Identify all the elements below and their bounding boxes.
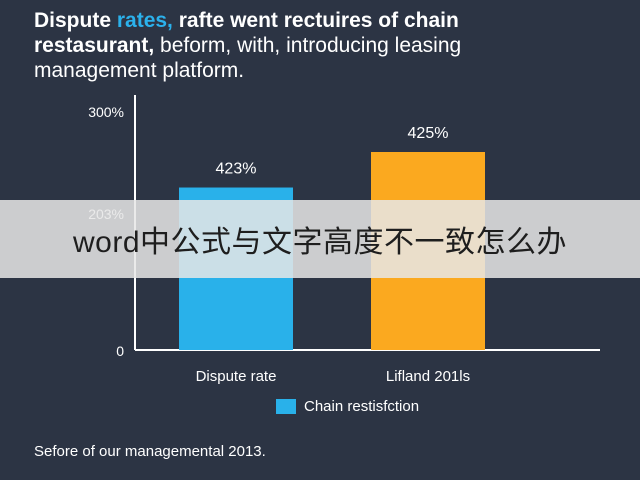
legend-swatch (276, 399, 296, 414)
x-tick-label-1: Dispute rate (196, 368, 277, 385)
footnote: Sefore of our managemental 2013. (34, 443, 266, 460)
legend-label: Chain restisfction (304, 398, 420, 415)
data-label-1: 423% (216, 161, 257, 178)
legend: Chain restisfction (276, 398, 419, 415)
title-line-1-part-2: rafte went rectuires of chain (172, 9, 459, 32)
title-line-2: restasurant, beform, with, introducing l… (34, 33, 624, 58)
chart-title: Dispute rates, rafte went rectuires of c… (34, 8, 624, 83)
y-tick-label: 300% (88, 104, 124, 120)
title-line-1-part-1: Dispute (34, 9, 117, 32)
title-line-3: management platform. (34, 59, 245, 82)
title-line-2-bold: restasurant, (34, 34, 155, 57)
overlay-banner: word中公式与文字高度不一致怎么办 (0, 200, 640, 278)
title-line-2-rest: beform, with, introducing leasing (154, 34, 462, 57)
title-line-1: Dispute rates, rafte went rectuires of c… (34, 8, 624, 33)
data-label-2: 425% (408, 125, 449, 142)
overlay-banner-text: word中公式与文字高度不一致怎么办 (72, 226, 568, 259)
x-tick-label-2: Lifland 201ls (386, 368, 470, 385)
y-tick-label: 0 (116, 343, 124, 359)
title-highlight: rates, (116, 9, 173, 32)
